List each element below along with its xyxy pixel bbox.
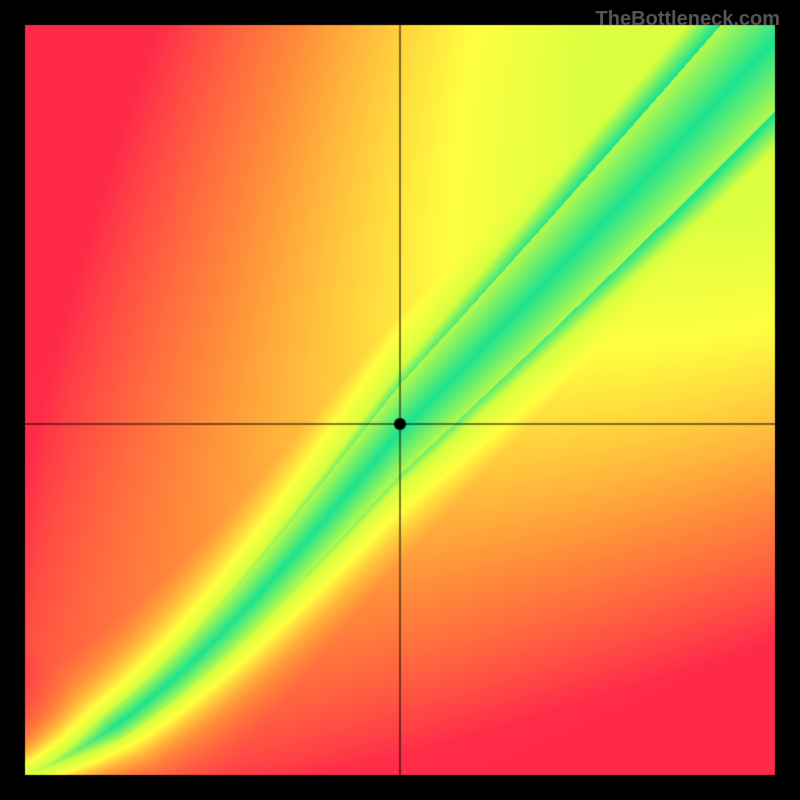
heatmap-canvas (0, 0, 800, 800)
watermark-text: TheBottleneck.com (596, 8, 780, 31)
chart-container: TheBottleneck.com (0, 0, 800, 800)
